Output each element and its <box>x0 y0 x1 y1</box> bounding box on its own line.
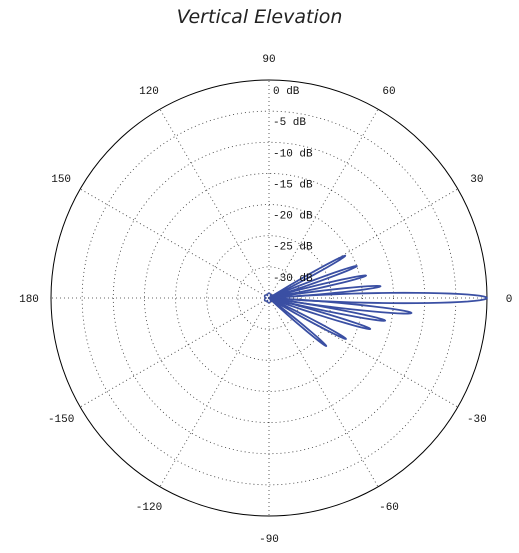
ring-6 <box>237 266 301 330</box>
angle-label-6: 180 <box>19 294 39 306</box>
angle-label-4: 120 <box>139 86 159 98</box>
radial-label-5: -25 dB <box>273 242 313 254</box>
chart-title: Vertical Elevation <box>176 6 343 28</box>
lobe-0-7 <box>268 297 347 340</box>
radiation-pattern <box>263 254 488 347</box>
radial-label-0: 0 dB <box>273 86 300 98</box>
lobe-0-5 <box>268 297 372 330</box>
spoke-7 <box>80 297 270 408</box>
radial-label-3: -15 dB <box>273 179 313 191</box>
ring-1 <box>81 110 457 486</box>
lobe-0-2 <box>268 284 382 299</box>
ring-4 <box>175 204 363 392</box>
spoke-2 <box>268 109 379 299</box>
angle-label-8: -120 <box>136 502 162 514</box>
radial-label-4: -20 dB <box>273 211 313 223</box>
origin-nulls-0 <box>263 292 275 304</box>
ring-2 <box>112 141 426 455</box>
angle-label-0: 0 <box>506 294 513 306</box>
angle-label-2: 60 <box>382 86 395 98</box>
spoke-5 <box>80 188 270 299</box>
radial-label-6: -30 dB <box>273 273 313 285</box>
spoke-4 <box>159 109 270 299</box>
ring-5 <box>206 235 332 361</box>
angle-label-10: -60 <box>379 502 399 514</box>
lobe-0-4 <box>268 274 368 299</box>
lobe-0-8 <box>268 254 347 299</box>
spoke-8 <box>159 297 270 487</box>
lobe-0-9 <box>268 297 328 347</box>
angle-label-11: -30 <box>467 414 487 426</box>
tick-labels: 0 30 60 90 120 150 180 -150 -120 -90 -60 -30 0 dB -5 … <box>19 54 512 546</box>
radial-label-1: -5 dB <box>273 117 306 129</box>
radial-label-2: -10 dB <box>273 148 313 160</box>
angle-label-7: -150 <box>48 414 74 426</box>
lobe-0-6 <box>268 265 358 299</box>
angle-label-3: 90 <box>262 54 275 66</box>
angle-label-5: 150 <box>51 174 71 186</box>
angle-label-9: -90 <box>259 534 279 546</box>
angle-label-1: 30 <box>470 174 483 186</box>
spoke-10 <box>268 297 379 487</box>
